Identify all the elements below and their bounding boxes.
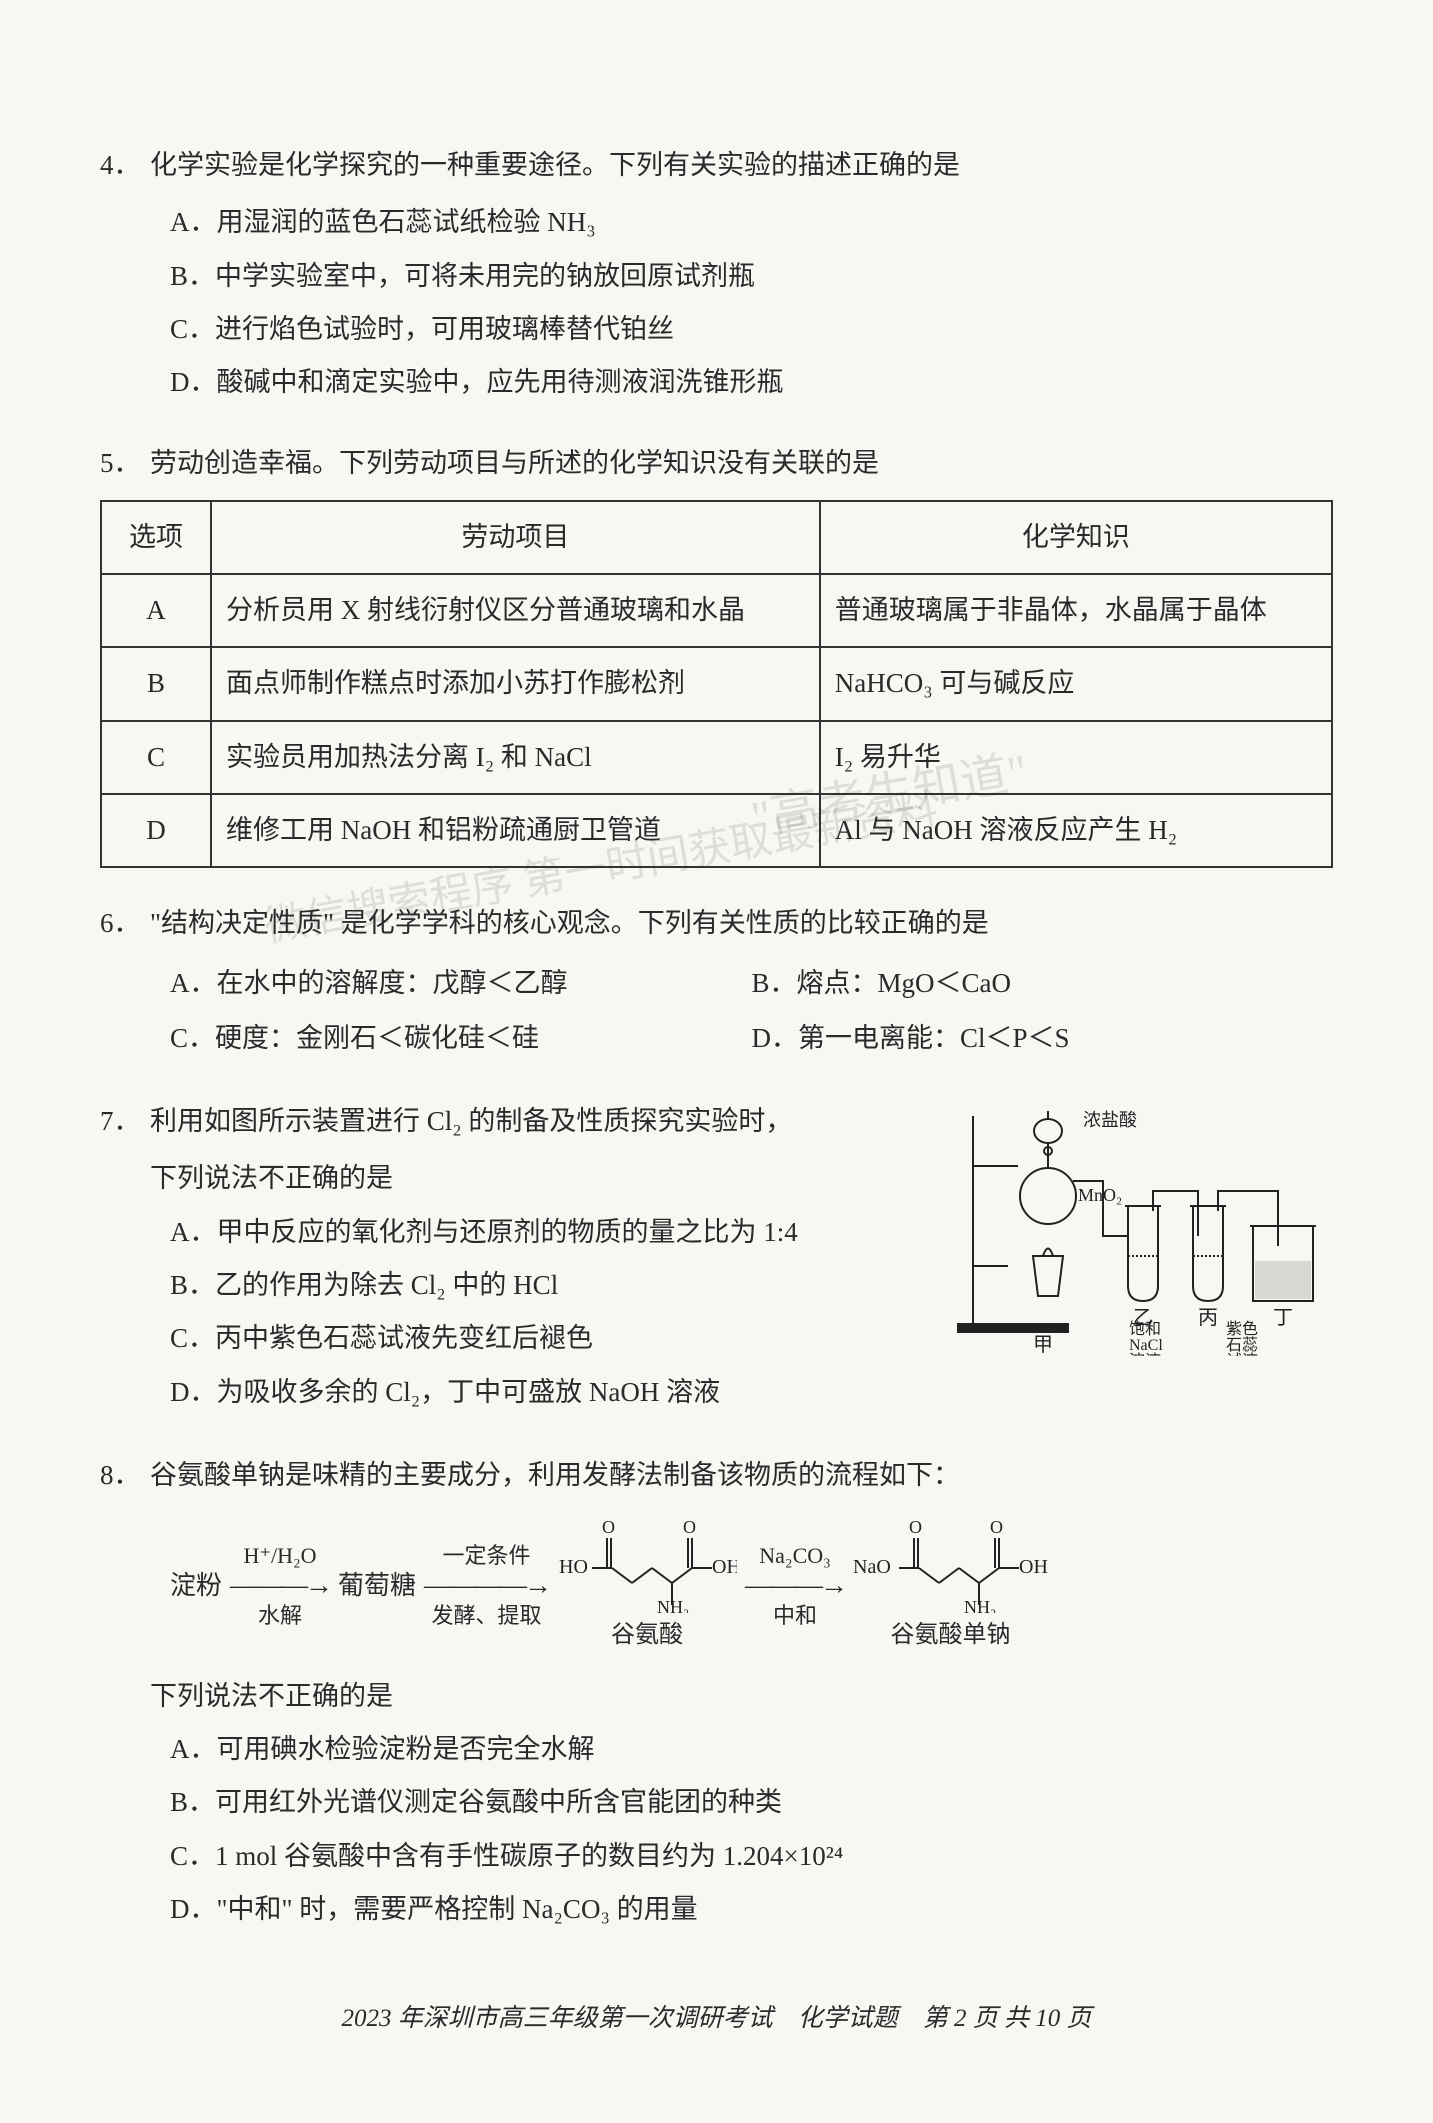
q7-apparatus-figure: 浓盐酸 MnO₂ 饱和 NaCl 溶液 紫色 石蕊 试液 甲 乙 丙	[953, 1096, 1333, 1369]
svg-text:O: O	[990, 1517, 1003, 1537]
q5-c-1: 实验员用加热法分离 I₂ 和 NaCl	[211, 721, 820, 794]
q8-stem: 谷氨酸单钠是味精的主要成分，利用发酵法制备该物质的流程如下：	[150, 1450, 1333, 1501]
q5-stem: 劳动创造幸福。下列劳动项目与所述的化学知识没有关联的是	[150, 438, 1333, 489]
q5-a-0: A	[101, 574, 211, 647]
svg-text:NH₂: NH₂	[657, 1597, 689, 1613]
q8-substem: 下列说法不正确的是	[100, 1671, 1333, 1722]
q5-table: 选项 劳动项目 化学知识 A 分析员用 X 射线衍射仪区分普通玻璃和水晶 普通玻…	[100, 500, 1333, 868]
q5-number: 5．	[100, 438, 150, 489]
question-4: 4． 化学实验是化学探究的一种重要途径。下列有关实验的描述正确的是 A．用湿润的…	[100, 140, 1333, 408]
svg-text:NH₂: NH₂	[964, 1597, 996, 1613]
question-6: 6． "结构决定性质" 是化学学科的核心观念。下列有关性质的比较正确的是 A．在…	[100, 898, 1333, 1066]
q5-a-2: 普通玻璃属于非晶体，水晶属于晶体	[820, 574, 1332, 647]
table-row: C 实验员用加热法分离 I₂ 和 NaCl I₂ 易升华	[101, 721, 1332, 794]
svg-text:HO: HO	[559, 1556, 588, 1578]
flow-arrow-2: 一定条件 ————→ 发酵、提取	[424, 1543, 549, 1629]
q4-stem: 化学实验是化学探究的一种重要途径。下列有关实验的描述正确的是	[150, 140, 1333, 191]
question-5: 5． 劳动创造幸福。下列劳动项目与所述的化学知识没有关联的是 选项 劳动项目 化…	[100, 438, 1333, 868]
svg-text:O: O	[909, 1517, 922, 1537]
label-bing: 丙	[1198, 1307, 1218, 1329]
q5-b-0: B	[101, 647, 211, 720]
q7-number: 7．	[100, 1096, 150, 1147]
q5-d-1: 维修工用 NaOH 和铝粉疏通厨卫管道	[211, 794, 820, 867]
q8-flow: 淀粉 H⁺/H₂O ———→ 水解 葡萄糖 一定条件 ————→ 发酵、提取 H…	[100, 1513, 1333, 1659]
q4-option-c: C．进行焰色试验时，可用玻璃棒替代铂丝	[170, 304, 1333, 355]
svg-text:NaO: NaO	[853, 1556, 891, 1578]
flow-arrow-1: H⁺/H₂O ———→ 水解	[230, 1543, 330, 1629]
q5-b-2: NaHCO₃ 可与碱反应	[820, 647, 1332, 720]
flow-mid1: 葡萄糖	[338, 1561, 416, 1610]
table-row: D 维修工用 NaOH 和铝粉疏通厨卫管道 Al 与 NaOH 溶液反应产生 H…	[101, 794, 1332, 867]
table-row: A 分析员用 X 射线衍射仪区分普通玻璃和水晶 普通玻璃属于非晶体，水晶属于晶体	[101, 574, 1332, 647]
label-yi: 乙	[1133, 1307, 1153, 1329]
question-8: 8． 谷氨酸单钠是味精的主要成分，利用发酵法制备该物质的流程如下： 淀粉 H⁺/…	[100, 1450, 1333, 1935]
label-ding: 丁	[1273, 1307, 1293, 1329]
q5-b-1: 面点师制作糕点时添加小苏打作膨松剂	[211, 647, 820, 720]
label-mno2: MnO₂	[1078, 1185, 1122, 1205]
q5-header-2: 化学知识	[820, 501, 1332, 574]
q6-option-d: D．第一电离能：Cl＜P＜S	[752, 1013, 1334, 1064]
label-jia: 甲	[1033, 1334, 1053, 1356]
q7-option-b: B．乙的作用为除去 Cl₂ 中的 HCl	[170, 1260, 933, 1311]
q5-header-1: 劳动项目	[211, 501, 820, 574]
q6-option-b: B．熔点：MgO＜CaO	[752, 958, 1334, 1009]
q5-d-0: D	[101, 794, 211, 867]
glutamic-acid-structure: HO O O OH NH₂	[557, 1513, 737, 1659]
monosodium-glutamate-structure: NaO O O OH NH₂	[853, 1513, 1048, 1659]
q7-stem-line1: 利用如图所示装置进行 Cl₂ 的制备及性质探究实验时，	[150, 1096, 933, 1147]
label-acid: 浓盐酸	[1083, 1110, 1137, 1130]
q5-a-1: 分析员用 X 射线衍射仪区分普通玻璃和水晶	[211, 574, 820, 647]
table-row: B 面点师制作糕点时添加小苏打作膨松剂 NaHCO₃ 可与碱反应	[101, 647, 1332, 720]
flow-arrow-3: Na₂CO₃ ———→ 中和	[745, 1543, 845, 1629]
q8-option-a: A．可用碘水检验淀粉是否完全水解	[170, 1724, 1333, 1775]
q5-c-0: C	[101, 721, 211, 794]
q4-option-b: B．中学实验室中，可将未用完的钠放回原试剂瓶	[170, 251, 1333, 302]
exam-page: "高考生知道" 微信搜索程序 第一时间获取最新资料 4． 化学实验是化学探究的一…	[0, 0, 1433, 2123]
q8-option-d: D．"中和" 时，需要严格控制 Na₂CO₃ 的用量	[170, 1884, 1333, 1935]
q4-option-d: D．酸碱中和滴定实验中，应先用待测液润洗锥形瓶	[170, 357, 1333, 408]
flow-start: 淀粉	[170, 1561, 222, 1610]
q6-option-a: A．在水中的溶解度：戊醇＜乙醇	[170, 958, 752, 1009]
svg-text:OH: OH	[712, 1556, 737, 1578]
svg-text:O: O	[683, 1517, 696, 1537]
q6-stem: "结构决定性质" 是化学学科的核心观念。下列有关性质的比较正确的是	[150, 898, 1333, 949]
q6-option-c: C．硬度：金刚石＜碳化硅＜硅	[170, 1013, 752, 1064]
q5-d-2: Al 与 NaOH 溶液反应产生 H₂	[820, 794, 1332, 867]
apparatus-svg: 浓盐酸 MnO₂ 饱和 NaCl 溶液 紫色 石蕊 试液 甲 乙 丙	[953, 1096, 1333, 1356]
q7-option-c: C．丙中紫色石蕊试液先变红后褪色	[170, 1313, 933, 1364]
q7-option-a: A．甲中反应的氧化剂与还原剂的物质的量之比为 1:4	[170, 1207, 933, 1258]
q8-option-b: B．可用红外光谱仪测定谷氨酸中所含官能团的种类	[170, 1777, 1333, 1828]
q8-option-c: C．1 mol 谷氨酸中含有手性碳原子的数目约为 1.204×10²⁴	[170, 1831, 1333, 1882]
q7-stem-line2: 下列说法不正确的是	[150, 1153, 933, 1204]
q8-number: 8．	[100, 1450, 150, 1501]
q5-c-2: I₂ 易升华	[820, 721, 1332, 794]
q7-option-d: D．为吸收多余的 Cl₂，丁中可盛放 NaOH 溶液	[170, 1367, 933, 1418]
question-7: 7． 利用如图所示装置进行 Cl₂ 的制备及性质探究实验时， 下列说法不正确的是…	[100, 1096, 1333, 1420]
svg-text:OH: OH	[1019, 1556, 1048, 1578]
q6-number: 6．	[100, 898, 150, 949]
q5-header-0: 选项	[101, 501, 211, 574]
page-footer: 2023 年深圳市高三年级第一次调研考试 化学试题 第 2 页 共 10 页	[100, 1995, 1333, 2043]
q4-number: 4．	[100, 140, 150, 191]
svg-text:O: O	[602, 1517, 615, 1537]
table-header-row: 选项 劳动项目 化学知识	[101, 501, 1332, 574]
svg-text:紫色 石蕊: 紫色 石蕊 试液	[1226, 1320, 1262, 1356]
q4-option-a: A．用湿润的蓝色石蕊试纸检验 NH₃	[170, 197, 1333, 248]
